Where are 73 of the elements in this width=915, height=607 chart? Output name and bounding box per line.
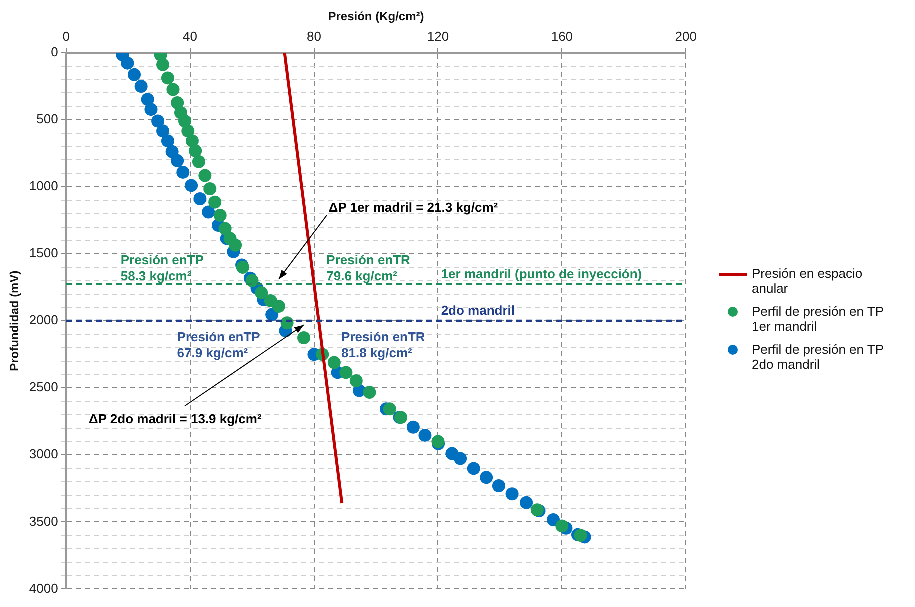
x-tick-label: 200: [675, 28, 698, 44]
point: [574, 529, 588, 542]
ref-line-label: 1er mandril (punto de inyección): [441, 266, 642, 282]
point: [467, 462, 480, 476]
point: [128, 68, 141, 82]
point: [480, 471, 494, 484]
point: [547, 514, 560, 527]
y-axis-title: Profundidad (mV): [8, 270, 22, 372]
point: [255, 286, 268, 300]
point: [198, 169, 212, 182]
point: [166, 83, 180, 96]
point: [182, 124, 195, 138]
annotation: ΔP 1er madril = 21.3 kg/cm²: [328, 200, 499, 216]
point: [144, 103, 158, 116]
point: [194, 192, 207, 206]
point: [214, 208, 227, 222]
annotation: Presión enTR 81.8 kg/cm²: [342, 329, 426, 360]
point: [492, 479, 506, 492]
point: [156, 124, 170, 138]
point: [176, 166, 190, 179]
point: [520, 496, 534, 510]
ref-line-label: 2do mandril: [441, 303, 516, 318]
legend-label: Presión en espacio anular: [752, 266, 864, 296]
y-tick-label: 3500: [29, 514, 58, 529]
x-tick-label: 0: [62, 28, 70, 44]
point: [218, 222, 232, 236]
annotation: Presión enTP 58.3 kg/cm²: [120, 252, 204, 284]
y-tick-label: 500: [36, 112, 58, 127]
point: [298, 331, 311, 344]
y-tick-label: 2000: [29, 312, 58, 328]
point: [556, 520, 569, 533]
annotation: ΔP 2do madril = 13.9 kg/cm²: [89, 412, 262, 427]
point: [134, 80, 148, 94]
point: [161, 72, 174, 85]
point: [192, 155, 206, 168]
point: [406, 420, 420, 434]
point: [204, 182, 217, 196]
point: [363, 386, 376, 400]
point: [454, 452, 468, 466]
point: [350, 374, 363, 388]
point: [418, 428, 432, 442]
point: [328, 356, 341, 370]
point: [202, 206, 216, 219]
annotation: Presión enTP 67.9 kg/cm²: [177, 329, 261, 360]
x-tick-label: 40: [183, 28, 198, 44]
y-tick-label: 0: [51, 44, 58, 60]
point: [185, 179, 198, 192]
point: [141, 93, 154, 106]
y-tick-label: 1000: [29, 178, 58, 194]
x-tick-label: 160: [551, 28, 574, 44]
point: [161, 134, 174, 148]
point: [208, 196, 222, 209]
point: [171, 154, 184, 168]
point: [229, 238, 242, 252]
point: [340, 366, 353, 380]
legend-label: Perfil de presión en TP 2do mandril: [752, 342, 885, 372]
x-tick-label: 120: [427, 28, 450, 44]
legend-label: Perfil de presión en TP 1er mandril: [752, 304, 885, 334]
point: [156, 58, 170, 72]
point: [506, 488, 519, 501]
annotation: Presión enTR 79.6 kg/cm²: [326, 252, 412, 284]
point: [189, 144, 202, 158]
point: [272, 300, 286, 313]
y-tick-label: 2500: [29, 380, 58, 395]
x-tick-label: 80: [307, 28, 322, 44]
y-tick-label: 4000: [29, 580, 58, 596]
point: [383, 402, 396, 416]
point: [152, 114, 165, 128]
x-axis-title: Presión (Kg/cm²): [328, 10, 424, 24]
point: [171, 96, 184, 110]
y-tick-label: 3000: [29, 446, 58, 462]
y-tick-label: 1500: [29, 246, 58, 261]
point: [121, 56, 134, 70]
